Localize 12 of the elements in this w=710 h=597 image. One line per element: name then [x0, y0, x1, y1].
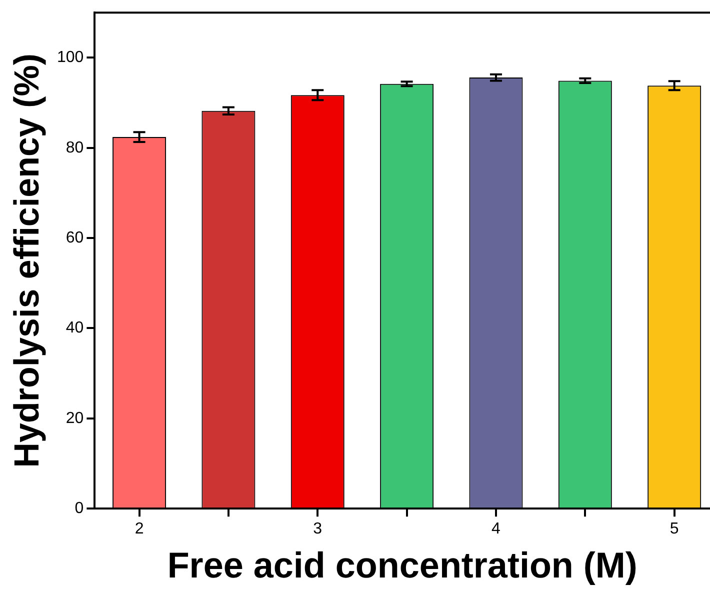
- y-tick-label: 100: [56, 49, 84, 66]
- y-tick-label: 0: [74, 500, 84, 518]
- y-axis-title: Hydrolysis efficiency (%): [8, 53, 47, 468]
- x-tick-label: 5: [670, 520, 679, 538]
- y-tick-label: 80: [66, 139, 84, 156]
- y-tick-label: 20: [66, 410, 84, 427]
- x-axis-title: Free acid concentration (M): [167, 544, 638, 586]
- x-tick-label: 2: [134, 520, 144, 538]
- y-tick-label: 40: [66, 320, 84, 337]
- x-tick-label: 4: [492, 520, 501, 538]
- x-tick-label: 3: [313, 520, 322, 538]
- y-tick-label: 60: [66, 229, 84, 246]
